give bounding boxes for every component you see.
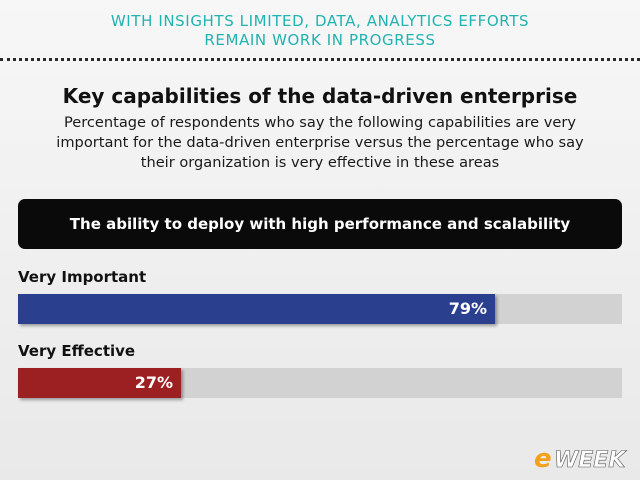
bar-very-effective xyxy=(18,368,181,398)
bar-value-very-important: 79% xyxy=(448,299,487,318)
bar-track-very-effective: 27% xyxy=(18,368,622,398)
logo-word-week: WEEK xyxy=(554,448,627,473)
banner-line-1: WITH INSIGHTS LIMITED, DATA, ANALYTICS E… xyxy=(110,12,530,30)
subtitle-line-2: important for the data-driven enterprise… xyxy=(56,134,584,151)
category-label: The ability to deploy with high performa… xyxy=(69,215,571,233)
chart-title: Key capabilities of the data-driven ente… xyxy=(62,84,578,108)
series-label-very-important: Very Important xyxy=(18,268,147,286)
header-banner: WITH INSIGHTS LIMITED, DATA, ANALYTICS E… xyxy=(0,12,640,50)
bar-very-important xyxy=(18,294,495,324)
series-label-very-effective: Very Effective xyxy=(18,342,136,360)
category-label-box: The ability to deploy with high performa… xyxy=(18,199,622,249)
dotted-divider xyxy=(0,58,640,61)
logo-letter-e: e xyxy=(534,444,552,473)
eweek-logo: e WEEK xyxy=(534,444,628,473)
subtitle-line-1: Percentage of respondents who say the fo… xyxy=(63,114,577,131)
banner-line-2: REMAIN WORK IN PROGRESS xyxy=(204,31,436,49)
subtitle-line-3: their organization is very effective in … xyxy=(140,154,500,171)
bar-track-very-important: 79% xyxy=(18,294,622,324)
chart-subtitle: Percentage of respondents who say the fo… xyxy=(20,113,620,173)
bar-value-very-effective: 27% xyxy=(134,373,173,392)
